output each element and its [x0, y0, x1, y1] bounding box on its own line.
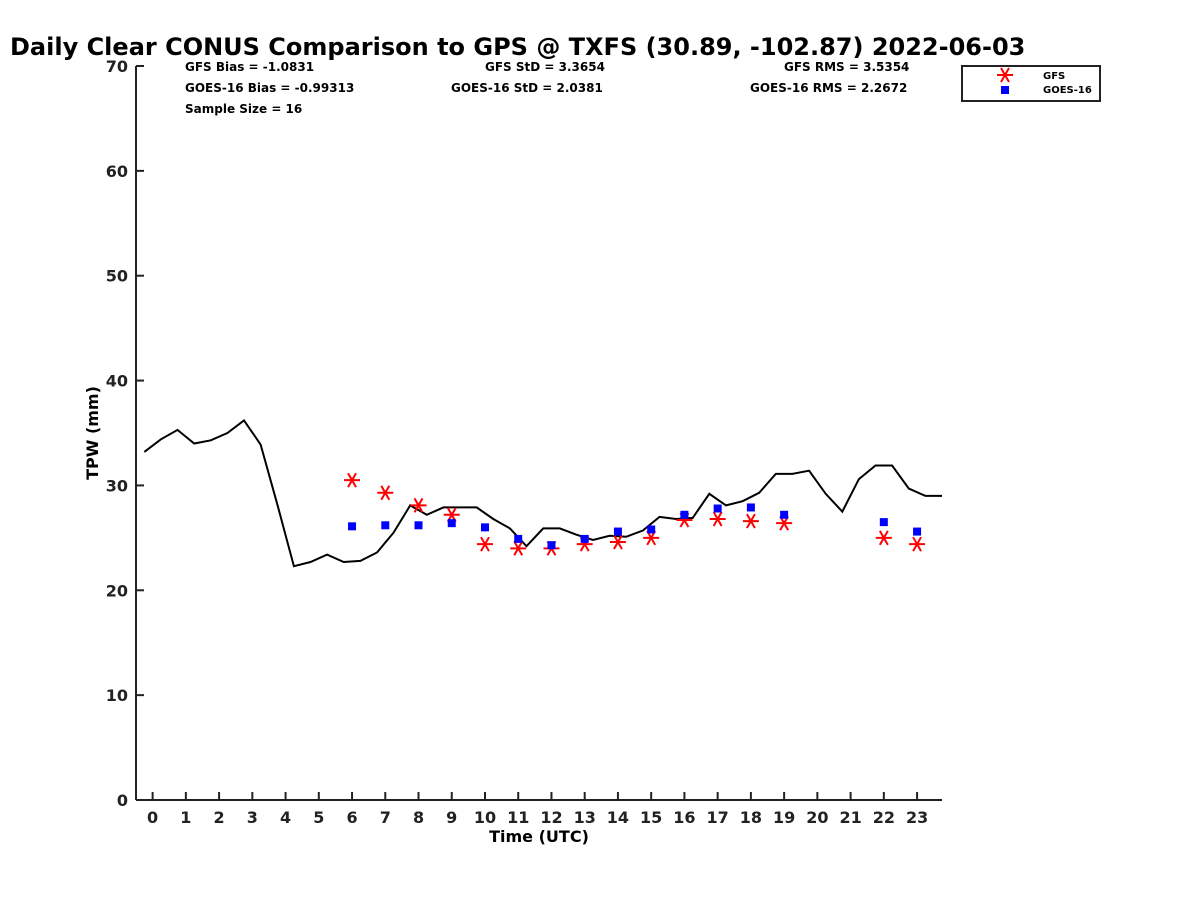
- goes-point: [913, 527, 922, 536]
- x-tick-label: 22: [873, 808, 895, 827]
- x-tick-label: 15: [640, 808, 662, 827]
- x-axis-label: Time (UTC): [489, 827, 589, 846]
- x-ticks: 0 1 2 3 4 5 6 7 8 9 10 11 12 13 14 15 16 17 18 19 20 21 22 23: [147, 792, 928, 827]
- goes-point: [381, 521, 390, 530]
- gfs-point: [875, 530, 892, 546]
- goes-point: [480, 523, 489, 532]
- goes-point: [647, 525, 656, 534]
- y-tick-label: 50: [106, 267, 128, 286]
- x-tick-label: 5: [313, 808, 324, 827]
- x-tick-label: 13: [574, 808, 596, 827]
- x-axis: 0 1 2 3 4 5 6 7 8 9 10 11 12 13 14 15 16 17 18 19 20 21 22 23: [136, 792, 942, 827]
- y-axis: 0 10 20 30 40 50 60 70: [106, 57, 144, 810]
- goes-point: [348, 522, 357, 531]
- goes-std-stat: GOES-16 StD = 2.0381: [451, 81, 603, 95]
- y-tick-label: 60: [106, 162, 128, 181]
- goes-point: [680, 510, 689, 519]
- plot-area: [143, 418, 942, 568]
- legend-goes-marker: [1001, 86, 1009, 94]
- y-tick-label: 0: [117, 791, 128, 810]
- y-tick-label: 70: [106, 57, 128, 76]
- stats-block: GFS Bias = -1.0831 GOES-16 Bias = -0.993…: [185, 60, 909, 116]
- y-tick-label: 20: [106, 581, 128, 600]
- gfs-point: [410, 497, 427, 513]
- legend-gfs-label: GFS: [1043, 71, 1065, 82]
- goes-bias-stat: GOES-16 Bias = -0.99313: [185, 81, 354, 95]
- x-tick-label: 9: [446, 808, 457, 827]
- x-tick-label: 3: [247, 808, 258, 827]
- x-tick-label: 23: [906, 808, 928, 827]
- x-tick-label: 10: [474, 808, 496, 827]
- y-tick-label: 30: [106, 476, 128, 495]
- goes-point: [613, 527, 622, 536]
- x-tick-label: 17: [707, 808, 729, 827]
- gfs-point: [609, 534, 626, 550]
- legend-goes-label: GOES-16: [1043, 85, 1092, 96]
- x-tick-label: 6: [346, 808, 357, 827]
- goes-point: [447, 519, 456, 528]
- legend-box: [961, 65, 1101, 102]
- goes-point: [780, 510, 789, 519]
- asterisk-stroke: [912, 536, 922, 552]
- goes-point: [879, 518, 888, 527]
- goes-point: [746, 503, 755, 512]
- x-tick-label: 7: [380, 808, 391, 827]
- x-tick-label: 14: [607, 808, 629, 827]
- x-tick-label: 18: [740, 808, 762, 827]
- gfs-point: [476, 536, 493, 552]
- sample-size-stat: Sample Size = 16: [185, 102, 302, 116]
- x-tick-label: 11: [507, 808, 529, 827]
- gfs-bias-stat: GFS Bias = -1.0831: [185, 60, 314, 74]
- asterisk-stroke: [380, 485, 391, 501]
- x-tick-label: 2: [214, 808, 225, 827]
- goes-point: [514, 534, 523, 543]
- asterisk-stroke: [480, 536, 490, 552]
- x-tick-label: 4: [280, 808, 291, 827]
- y-axis-label: TPW (mm): [83, 386, 102, 480]
- gfs-point: [909, 536, 926, 552]
- asterisk-stroke: [413, 497, 424, 513]
- y-tick-label: 40: [106, 372, 128, 391]
- asterisk-stroke: [878, 530, 889, 546]
- goes-point: [414, 521, 423, 530]
- asterisk-stroke: [1000, 67, 1010, 83]
- asterisk-stroke: [347, 472, 357, 488]
- gfs-point: [510, 540, 527, 556]
- asterisk-stroke: [712, 511, 723, 527]
- goes-point: [547, 541, 556, 550]
- goes-rms-stat: GOES-16 RMS = 2.2672: [750, 81, 907, 95]
- gfs-point: [344, 472, 361, 488]
- asterisk-stroke: [513, 540, 524, 556]
- asterisk-stroke: [613, 534, 623, 550]
- asterisk-stroke: [746, 513, 756, 529]
- chart-title: Daily Clear CONUS Comparison to GPS @ TX…: [10, 33, 1025, 61]
- gfs-rms-stat: GFS RMS = 3.5354: [784, 60, 909, 74]
- x-tick-label: 21: [839, 808, 861, 827]
- gfs-point: [377, 485, 394, 501]
- gfs-point: [709, 511, 726, 527]
- legend-gfs-marker: [997, 67, 1013, 83]
- goes-point: [580, 534, 589, 543]
- gfs-std-stat: GFS StD = 3.3654: [485, 60, 605, 74]
- gfs-point: [742, 513, 759, 529]
- x-tick-label: 16: [673, 808, 695, 827]
- x-tick-label: 12: [540, 808, 562, 827]
- gps-tpw-line: [143, 418, 942, 568]
- x-tick-label: 20: [806, 808, 828, 827]
- x-tick-label: 0: [147, 808, 158, 827]
- x-tick-label: 8: [413, 808, 424, 827]
- legend-gfs-asterisk: [997, 67, 1013, 83]
- goes-point: [713, 504, 722, 513]
- x-tick-label: 19: [773, 808, 795, 827]
- legend: GFS GOES-16: [961, 65, 1101, 102]
- x-tick-label: 1: [180, 808, 191, 827]
- y-ticks: 0 10 20 30 40 50 60 70: [106, 57, 144, 810]
- y-tick-label: 10: [106, 686, 128, 705]
